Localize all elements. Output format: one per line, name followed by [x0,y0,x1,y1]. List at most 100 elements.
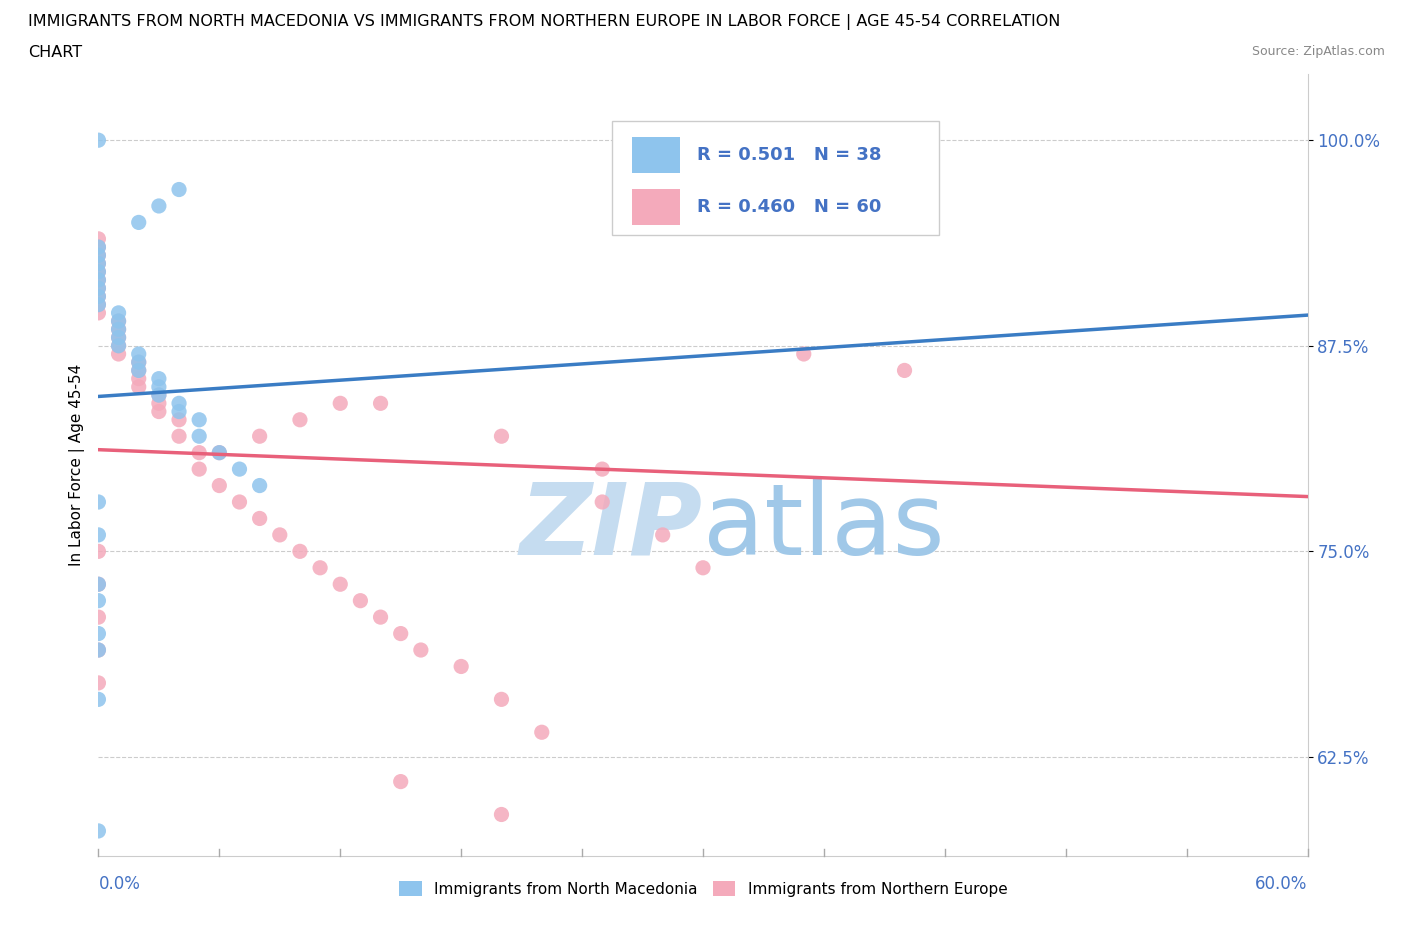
Point [148,388,170,403]
Point [87,240,110,255]
Point [128,363,150,378]
Point [107,330,129,345]
Point [128,371,150,386]
Point [208,445,231,460]
Point [249,478,271,493]
Point [188,461,211,476]
Point [87,264,110,279]
Point [87,264,110,279]
Point [87,692,110,707]
Point [228,461,250,476]
Point [370,396,392,411]
Point [208,478,231,493]
Point [87,298,110,312]
Point [87,272,110,287]
Point [128,354,150,369]
Point [228,495,250,510]
Point [167,429,190,444]
Point [87,577,110,591]
Text: IMMIGRANTS FROM NORTH MACEDONIA VS IMMIGRANTS FROM NORTHERN EUROPE IN LABOR FORC: IMMIGRANTS FROM NORTH MACEDONIA VS IMMIG… [28,14,1060,30]
Point [249,429,271,444]
Text: atlas: atlas [703,479,945,576]
Text: CHART: CHART [28,45,82,60]
Point [309,561,332,576]
Point [107,330,129,345]
Point [148,379,170,394]
Point [188,429,211,444]
FancyBboxPatch shape [613,121,939,234]
Point [692,561,714,576]
Point [651,527,673,542]
FancyBboxPatch shape [631,190,681,225]
Point [409,643,432,658]
Point [148,388,170,403]
Legend: Immigrants from North Macedonia, Immigrants from Northern Europe: Immigrants from North Macedonia, Immigra… [392,874,1014,903]
Point [87,643,110,658]
Point [107,339,129,353]
Point [188,412,211,427]
Point [793,347,815,362]
Point [128,379,150,394]
Point [370,610,392,625]
Point [269,527,291,542]
Point [107,313,129,328]
Point [87,240,110,255]
Text: Source: ZipAtlas.com: Source: ZipAtlas.com [1251,45,1385,58]
Point [167,405,190,419]
Point [450,659,472,674]
Point [87,495,110,510]
Point [87,305,110,320]
Point [591,461,613,476]
Point [530,724,553,739]
Point [329,577,352,591]
Point [329,396,352,411]
Point [491,807,513,822]
Text: 60.0%: 60.0% [1256,875,1308,894]
Point [87,256,110,271]
FancyBboxPatch shape [631,137,681,173]
Point [87,626,110,641]
Point [87,643,110,658]
Point [128,215,150,230]
Point [389,774,412,789]
Point [188,445,211,460]
Point [87,610,110,625]
Point [107,322,129,337]
Point [87,577,110,591]
Point [87,256,110,271]
Point [87,232,110,246]
Y-axis label: In Labor Force | Age 45-54: In Labor Force | Age 45-54 [69,364,84,566]
Point [349,593,371,608]
Point [591,495,613,510]
Point [148,371,170,386]
Point [87,289,110,304]
Point [208,445,231,460]
Point [128,354,150,369]
Point [87,527,110,542]
Text: R = 0.460   N = 60: R = 0.460 N = 60 [697,198,882,217]
Text: 0.0%: 0.0% [98,875,141,894]
Point [107,339,129,353]
Text: ZIP: ZIP [520,479,703,576]
Point [491,692,513,707]
Point [893,363,915,378]
Point [167,182,190,197]
Point [107,322,129,337]
Point [167,412,190,427]
Point [87,544,110,559]
Point [107,313,129,328]
Point [107,305,129,320]
Point [87,823,110,838]
Point [87,272,110,287]
Point [148,198,170,213]
Point [491,429,513,444]
Point [148,396,170,411]
Point [288,544,311,559]
Point [128,363,150,378]
Point [87,133,110,148]
Point [167,396,190,411]
Point [148,405,170,419]
Point [107,347,129,362]
Point [87,248,110,263]
Point [87,593,110,608]
